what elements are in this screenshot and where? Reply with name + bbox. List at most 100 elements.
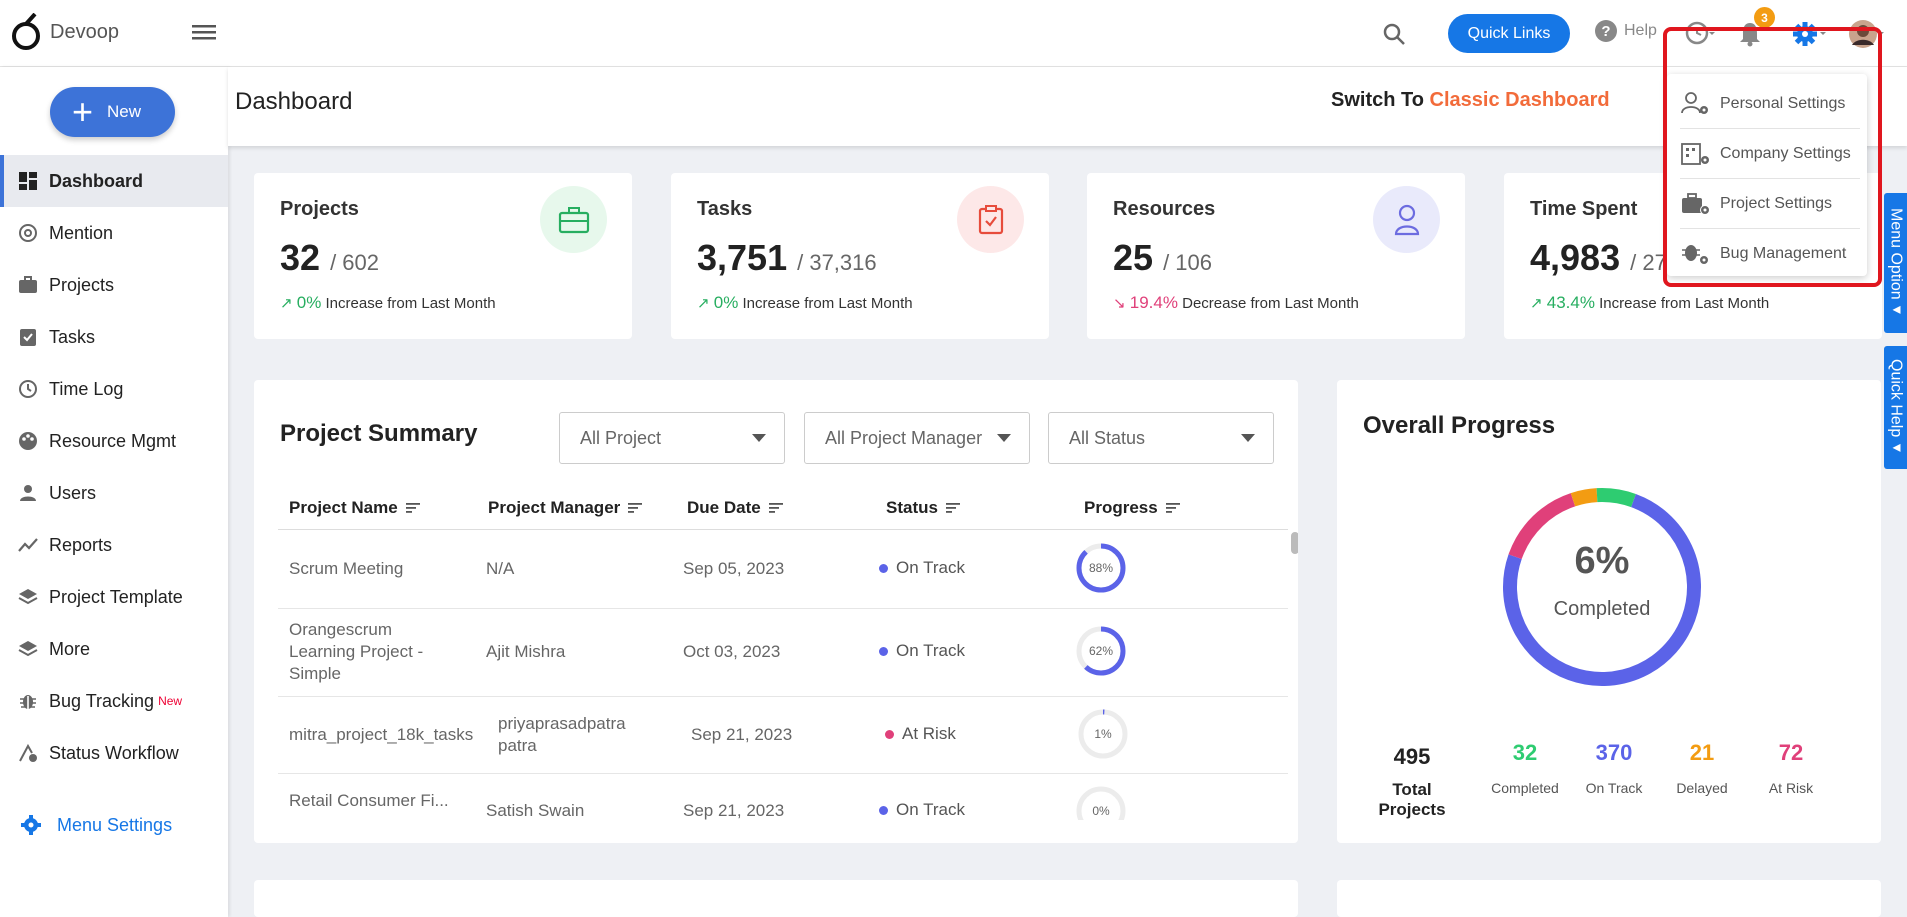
projects-card[interactable]: Projects 32 / 602 ↗ 0% Increase from Las… bbox=[254, 173, 632, 339]
sidebar-item-status-workflow[interactable]: Status Workflow bbox=[0, 727, 228, 779]
project-name-cell[interactable]: mitra_project_18k_tasks bbox=[289, 725, 474, 744]
quick-links-button[interactable]: Quick Links bbox=[1448, 14, 1570, 53]
company-settings-menu-item[interactable]: Company Settings bbox=[1680, 129, 1860, 179]
sidebar-item-label: Project Template bbox=[49, 586, 183, 607]
card-total: / 602 bbox=[330, 250, 379, 275]
status-dot bbox=[879, 805, 888, 815]
project-name-cell[interactable]: Orangescrum Learning Project - Simple bbox=[289, 620, 424, 683]
due-date-cell: Sep 21, 2023 bbox=[691, 725, 793, 744]
stat-at-risk: 72 At Risk bbox=[1768, 740, 1814, 796]
menu-settings-link[interactable]: Menu Settings bbox=[20, 814, 172, 836]
notification-count-badge: 3 bbox=[1754, 7, 1775, 28]
column-header-progress[interactable]: Progress bbox=[1084, 498, 1180, 518]
chevron-down-icon bbox=[752, 434, 766, 442]
card-change: ↗ 0% Increase from Last Month bbox=[697, 293, 913, 312]
sidebar-item-bug-tracking[interactable]: Bug Tracking New bbox=[0, 675, 228, 727]
sidebar-item-label: More bbox=[49, 638, 91, 659]
sidebar-item-label: Bug Tracking bbox=[49, 690, 155, 711]
search-button[interactable] bbox=[1382, 22, 1406, 51]
palette-icon bbox=[19, 432, 37, 450]
sort-icon bbox=[768, 503, 783, 513]
progress-label: 62% bbox=[1089, 644, 1113, 658]
progress-ring: 62% bbox=[1075, 625, 1127, 677]
column-header-project-name[interactable]: Project Name bbox=[289, 498, 420, 518]
progress-label: 1% bbox=[1094, 727, 1112, 741]
sidebar-item-tasks[interactable]: Tasks bbox=[0, 311, 228, 363]
menu-item-label: Bug Management bbox=[1720, 245, 1847, 262]
switch-prefix: Switch To bbox=[1331, 89, 1424, 111]
sidebar-item-resource-mgmt[interactable]: Resource Mgmt bbox=[0, 415, 228, 467]
project-manager-cell: N/A bbox=[486, 559, 515, 578]
menu-item-label: Personal Settings bbox=[1720, 94, 1846, 112]
column-header-project-manager[interactable]: Project Manager bbox=[488, 498, 643, 518]
card-total: / 37,316 bbox=[797, 250, 877, 275]
bug-management-menu-item[interactable]: Bug Management bbox=[1680, 229, 1860, 279]
layers-icon bbox=[18, 641, 38, 657]
menu-option-tab[interactable]: Menu Option ◂ bbox=[1884, 193, 1907, 333]
new-button[interactable]: + New bbox=[50, 87, 175, 137]
card-total: / 27 bbox=[1630, 250, 1667, 275]
new-button-label: New bbox=[107, 102, 142, 121]
sidebar-item-mention[interactable]: Mention bbox=[0, 207, 228, 259]
chevron-down-icon bbox=[997, 434, 1011, 442]
user-gear-icon bbox=[1681, 91, 1708, 114]
sidebar-item-users[interactable]: Users bbox=[0, 467, 228, 519]
help-button[interactable]: ? Help bbox=[1594, 19, 1657, 43]
status-dot bbox=[879, 563, 888, 573]
user-icon bbox=[20, 485, 36, 501]
sidebar-item-label: Users bbox=[49, 482, 97, 503]
sidebar-item-label: Dashboard bbox=[49, 170, 144, 191]
sidebar-item-label: Tasks bbox=[49, 326, 96, 347]
project-filter-select[interactable]: All Project bbox=[559, 412, 785, 464]
card-total: / 106 bbox=[1163, 250, 1212, 275]
card-title: Time Spent bbox=[1530, 198, 1638, 220]
card-title: Projects bbox=[280, 198, 359, 220]
bottom-panel-left bbox=[254, 880, 1298, 917]
card-change: ↘ 19.4% Decrease from Last Month bbox=[1113, 293, 1359, 312]
sidebar-item-more[interactable]: More bbox=[0, 623, 228, 675]
briefcase-icon bbox=[19, 276, 37, 293]
building-gear-icon bbox=[1681, 142, 1709, 165]
page-title: Dashboard bbox=[235, 88, 353, 115]
app-name: Devoop bbox=[50, 20, 119, 43]
sidebar-item-projects[interactable]: Projects bbox=[0, 259, 228, 311]
table-clip bbox=[278, 820, 1288, 843]
project-manager-filter-select[interactable]: All Project Manager bbox=[804, 412, 1030, 464]
due-date-cell: Sep 05, 2023 bbox=[683, 559, 785, 578]
resources-card[interactable]: Resources 25 / 106 ↘ 19.4% Decrease from… bbox=[1087, 173, 1465, 339]
project-settings-menu-item[interactable]: Project Settings bbox=[1680, 179, 1860, 229]
sidebar-item-dashboard[interactable]: Dashboard bbox=[0, 155, 228, 207]
switch-dashboard: Switch To Classic Dashboard bbox=[1331, 89, 1610, 112]
settings-dropdown: Personal Settings Company Settings Proje… bbox=[1667, 74, 1867, 276]
classic-dashboard-link[interactable]: Classic Dashboard bbox=[1429, 89, 1610, 111]
status-filter-select[interactable]: All Status bbox=[1048, 412, 1274, 464]
project-manager-cell: Satish Swain bbox=[486, 801, 585, 820]
logo[interactable]: Devoop bbox=[11, 13, 119, 51]
progress-donut-chart bbox=[1503, 488, 1701, 686]
table-scrollbar[interactable] bbox=[1291, 532, 1298, 554]
status-cell: On Track bbox=[879, 641, 965, 661]
sidebar-item-time-log[interactable]: Time Log bbox=[0, 363, 228, 415]
sidebar-item-label: Resource Mgmt bbox=[49, 430, 177, 451]
stat-completed: 32 Completed bbox=[1491, 740, 1559, 796]
personal-settings-menu-item[interactable]: Personal Settings bbox=[1680, 79, 1860, 129]
status-cell: On Track bbox=[879, 558, 965, 578]
column-header-status[interactable]: Status bbox=[886, 498, 960, 518]
bug-icon bbox=[20, 695, 36, 709]
project-name-cell[interactable]: Retail Consumer Fi... bbox=[289, 791, 449, 810]
tasks-card[interactable]: Tasks 3,751 / 37,316 ↗ 0% Increase from … bbox=[671, 173, 1049, 339]
stat-total-projects: 495 Total Projects bbox=[1378, 744, 1446, 819]
briefcase-icon bbox=[540, 186, 607, 253]
project-name-cell[interactable]: Scrum Meeting bbox=[289, 559, 404, 578]
column-header-due-date[interactable]: Due Date bbox=[687, 498, 783, 518]
search-icon bbox=[1383, 23, 1405, 45]
hamburger-menu-button[interactable] bbox=[192, 23, 216, 48]
sidebar-item-project-template[interactable]: Project Template bbox=[0, 571, 228, 623]
arrow-down-icon: ↘ bbox=[1113, 295, 1126, 312]
sidebar-item-reports[interactable]: Reports bbox=[0, 519, 228, 571]
card-value: 3,751 / 37,316 bbox=[697, 237, 877, 278]
sidebar-item-label: Mention bbox=[49, 222, 114, 243]
quick-help-tab[interactable]: Quick Help ◂ bbox=[1884, 346, 1907, 469]
menu-settings-label: Menu Settings bbox=[57, 814, 173, 835]
briefcase-gear-icon bbox=[1682, 192, 1710, 215]
